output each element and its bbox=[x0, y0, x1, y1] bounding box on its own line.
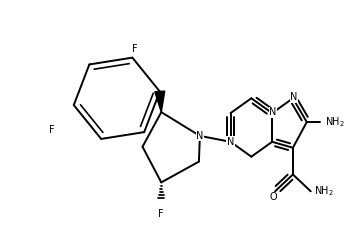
Text: F: F bbox=[132, 44, 137, 54]
Text: N: N bbox=[290, 92, 298, 102]
Text: F: F bbox=[49, 125, 54, 135]
Text: NH$_2$: NH$_2$ bbox=[325, 115, 345, 129]
Text: O: O bbox=[269, 192, 277, 202]
Text: F: F bbox=[158, 209, 164, 219]
Text: N: N bbox=[196, 131, 204, 141]
Polygon shape bbox=[155, 91, 165, 112]
Text: NH$_2$: NH$_2$ bbox=[314, 184, 334, 198]
Text: N: N bbox=[227, 137, 234, 147]
Text: N: N bbox=[269, 107, 277, 117]
